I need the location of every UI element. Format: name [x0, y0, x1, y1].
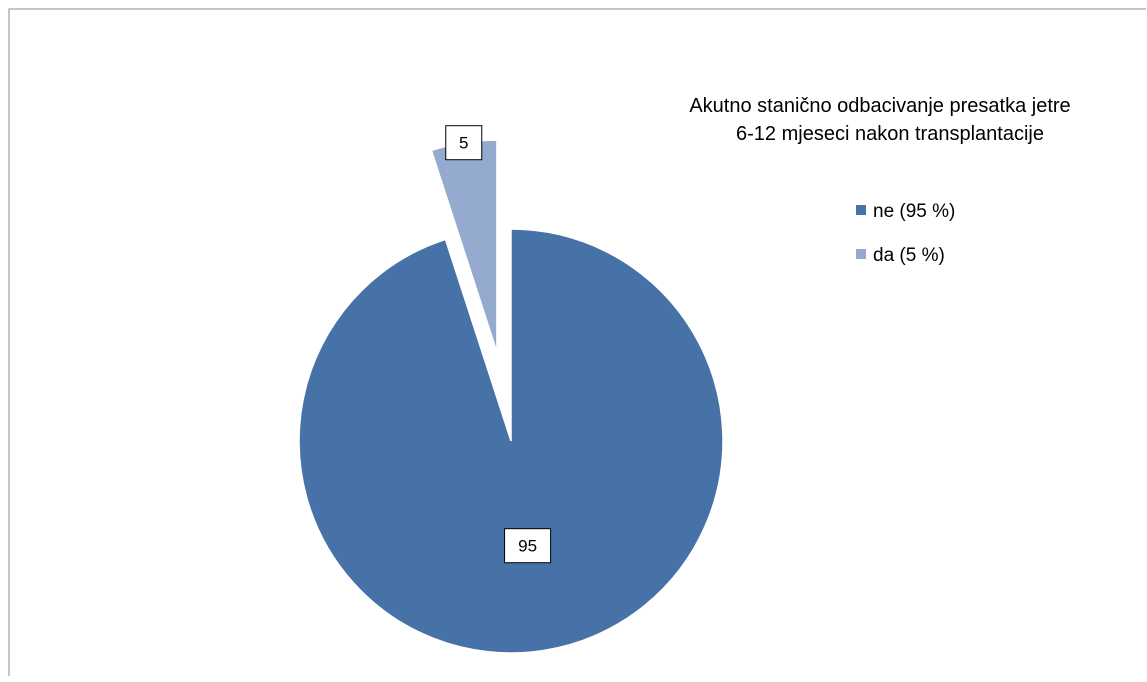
- legend-item-0: ne (95 %): [856, 201, 955, 222]
- legend-swatch-1: [856, 249, 866, 259]
- legend-item-1: da (5 %): [856, 245, 945, 266]
- data-label-text-1: 5: [459, 134, 468, 153]
- chart-title-line-1: Akutno stanično odbacivanje presatka jet…: [689, 95, 1070, 117]
- pie-slice-0: [298, 228, 724, 654]
- legend-label-0: ne (95 %): [873, 201, 955, 222]
- legend-label-1: da (5 %): [873, 245, 945, 266]
- data-label-0: 95: [504, 528, 552, 564]
- data-label-box-1: [445, 125, 483, 161]
- pie-slices: [298, 139, 724, 654]
- legend: ne (95 %) da (5 %): [856, 201, 955, 266]
- legend-swatch-0: [856, 205, 866, 215]
- chart-title-line-2: 6-12 mjeseci nakon transplantacije: [736, 123, 1044, 145]
- data-label-box-0: [504, 528, 552, 564]
- data-label-1: 5: [445, 125, 483, 161]
- data-label-text-0: 95: [518, 537, 537, 556]
- data-labels: 95 5: [445, 125, 552, 564]
- chart-border: [8, 8, 1146, 676]
